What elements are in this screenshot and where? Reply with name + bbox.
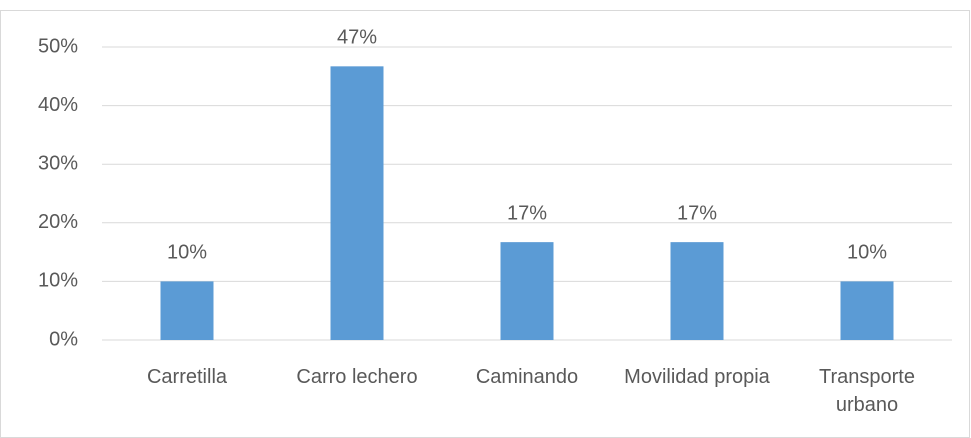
y-tick-label: 20% [38, 211, 78, 233]
y-tick-label: 0% [49, 328, 78, 350]
y-tick-label: 40% [38, 94, 78, 116]
data-label: 47% [337, 27, 377, 49]
x-tick-label: Caminando [475, 366, 579, 388]
bar [500, 242, 554, 340]
y-tick-label: 50% [38, 35, 78, 57]
x-tick-label: Carro lechero [296, 366, 418, 388]
bar [330, 66, 384, 340]
y-tick-label: 10% [38, 270, 78, 292]
bar [670, 242, 724, 340]
x-tick-label: Carretilla [146, 366, 228, 388]
bar [160, 281, 214, 340]
data-label: 17% [677, 202, 717, 224]
x-tick-label: Transporte urbano [819, 366, 915, 416]
x-tick-label: Movilidad propia [624, 366, 770, 388]
bar [840, 281, 894, 340]
data-label: 10% [847, 242, 887, 264]
data-label: 10% [167, 242, 207, 264]
y-tick-label: 30% [38, 152, 78, 174]
data-label: 17% [507, 202, 547, 224]
